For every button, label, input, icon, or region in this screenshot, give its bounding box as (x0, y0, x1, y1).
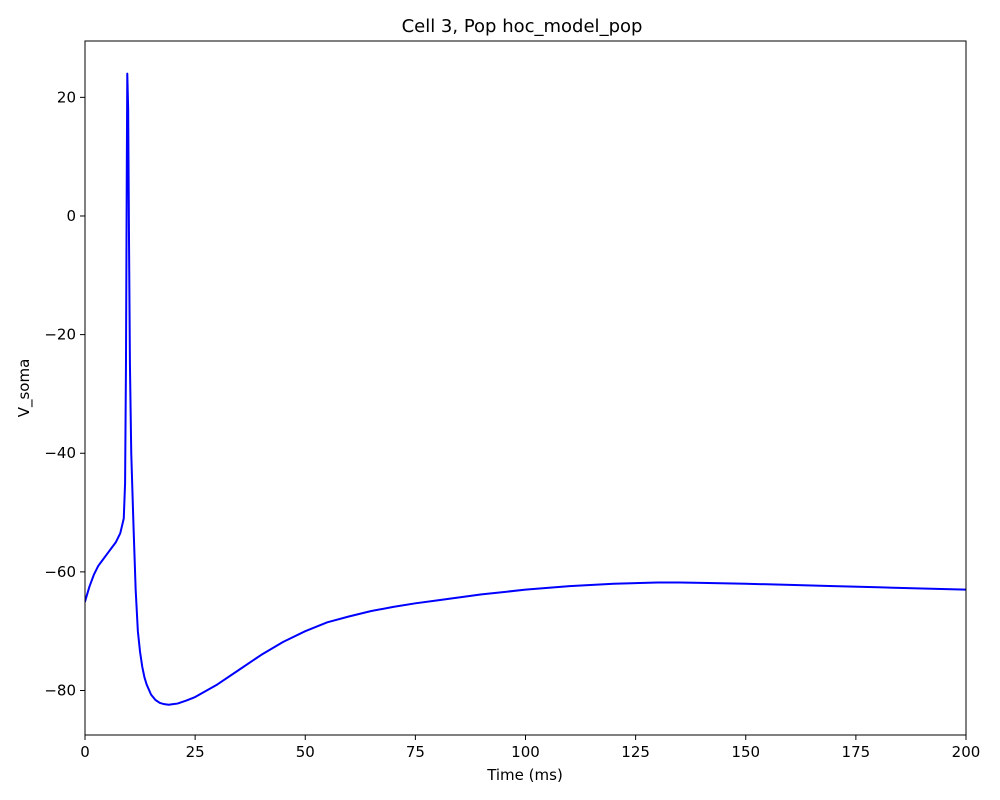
x-tick-label: 125 (621, 743, 650, 761)
x-tick-label: 100 (511, 743, 540, 761)
y-tick-label: 20 (57, 88, 76, 106)
x-axis: 0 25 50 75 100 125 150 175 200 (80, 735, 980, 761)
x-tick-label: 50 (296, 743, 315, 761)
axes-frame (84, 40, 967, 736)
y-tick-label: −20 (44, 326, 76, 344)
x-tick-label: 175 (842, 743, 871, 761)
x-tick-label: 0 (80, 743, 90, 761)
y-tick-label: −60 (44, 563, 76, 581)
y-tick-label: 0 (66, 207, 76, 225)
x-tick-label: 75 (406, 743, 425, 761)
y-axis-label: V_soma (15, 359, 34, 418)
y-axis: −80 −60 −40 −20 0 20 (44, 88, 85, 700)
y-tick-label: −40 (44, 444, 76, 462)
x-tick-label: 200 (952, 743, 981, 761)
x-tick-label: 25 (186, 743, 205, 761)
chart-title: Cell 3, Pop hoc_model_pop (402, 16, 643, 37)
plot-area (85, 72, 966, 706)
series-line-1 (85, 72, 966, 706)
y-tick-label: −80 (44, 682, 76, 700)
x-tick-label: 150 (731, 743, 760, 761)
x-axis-label: Time (ms) (486, 766, 563, 784)
